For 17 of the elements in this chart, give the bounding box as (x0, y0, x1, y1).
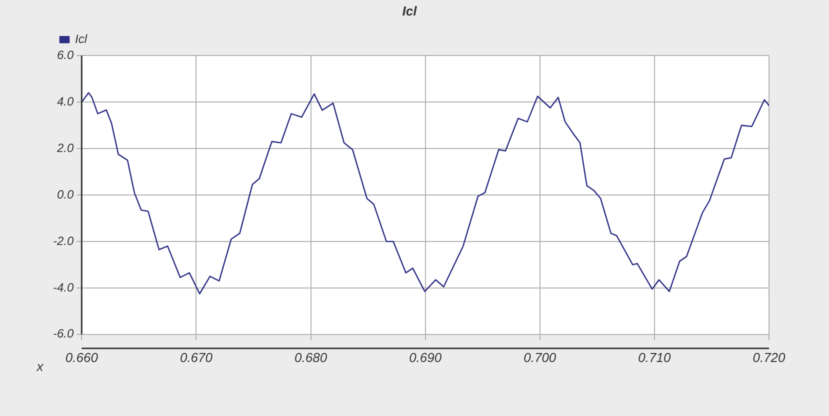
y-tick-label: 6.0 (56, 48, 74, 62)
y-tick-label: -4.0 (52, 280, 74, 294)
x-tick-label: 0.720 (752, 350, 786, 365)
x-tick-label: 0.680 (294, 350, 328, 365)
chart-title: Icl (402, 3, 418, 18)
x-tick-label: 0.710 (638, 350, 672, 365)
legend-label: Icl (75, 32, 88, 46)
x-axis-title: x (36, 359, 44, 374)
x-tick-label: 0.690 (409, 350, 442, 365)
y-tick-label: -6.0 (52, 326, 74, 341)
x-tick-label: 0.670 (180, 350, 214, 365)
x-tick-label: 0.700 (524, 350, 557, 365)
x-tick-label: 0.660 (65, 350, 99, 365)
y-tick-label: 0.0 (56, 187, 74, 202)
y-tick-label: -2.0 (52, 234, 74, 248)
y-tick-label: 4.0 (56, 94, 74, 108)
y-tick-label: 2.0 (56, 140, 74, 155)
